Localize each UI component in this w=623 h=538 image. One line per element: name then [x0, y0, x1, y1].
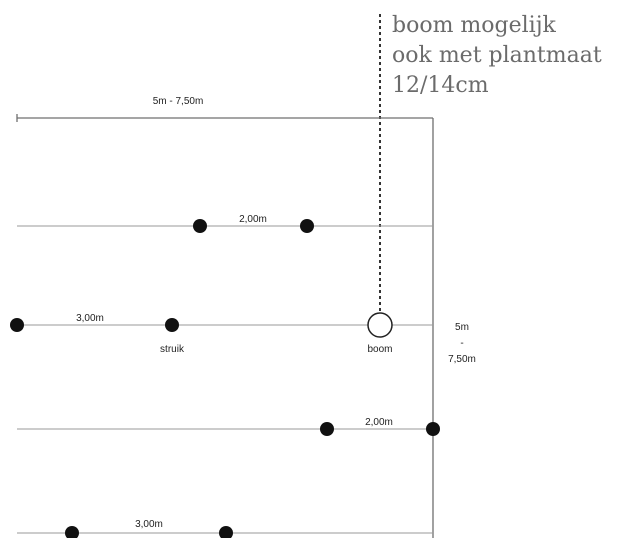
note-line-1: boom mogelijk: [392, 13, 557, 38]
shrub-marker: [165, 318, 179, 332]
shrub-marker: [320, 422, 334, 436]
shrub-marker: [219, 526, 233, 538]
height-dimension-label-bottom: 7,50m: [448, 354, 476, 365]
height-dimension-label-top: 5m: [455, 322, 469, 333]
shrub-marker: [10, 318, 24, 332]
note-line-3: 12/14cm: [392, 73, 489, 98]
tree-label: boom: [367, 344, 392, 355]
row-spacing-label: 2,00m: [365, 417, 393, 428]
row-spacing-label: 3,00m: [76, 313, 104, 324]
height-dimension-label-dash: -: [460, 338, 463, 349]
shrub-label: struik: [160, 344, 185, 355]
tree-marker: [367, 312, 393, 338]
shrub-marker: [65, 526, 79, 538]
row-spacing-label: 2,00m: [239, 214, 267, 225]
note-line-2: ook met plantmaat: [392, 43, 602, 68]
shrub-marker: [193, 219, 207, 233]
width-dimension-label: 5m - 7,50m: [153, 96, 204, 107]
shrub-marker: [426, 422, 440, 436]
shrub-marker: [300, 219, 314, 233]
row-spacing-label: 3,00m: [135, 519, 163, 530]
